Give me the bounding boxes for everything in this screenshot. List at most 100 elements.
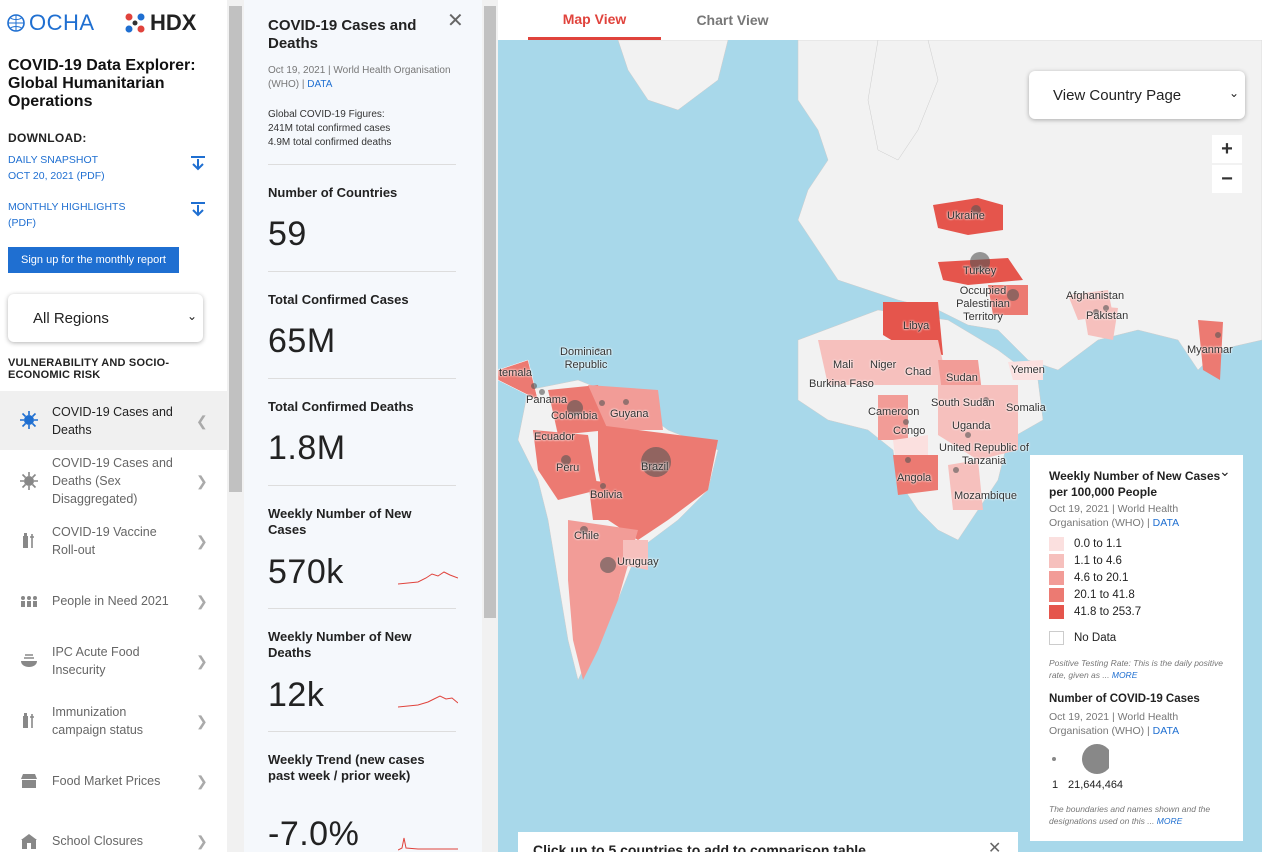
cases-sparkline	[398, 571, 458, 585]
more-link[interactable]: MORE	[1156, 816, 1183, 826]
legend-bin-label: 20.1 to 41.8	[1074, 589, 1135, 601]
market-icon	[18, 770, 40, 792]
legend-bin-label: 41.8 to 253.7	[1074, 606, 1142, 618]
legend-swatch	[1049, 588, 1064, 602]
tab-map-view[interactable]: Map View	[528, 0, 661, 40]
map-label: Niger	[870, 359, 897, 371]
menu-item-label: COVID-19 Cases and Deaths	[52, 404, 173, 437]
data-link[interactable]: DATA	[1152, 517, 1180, 529]
sidebar-scrollbar-thumb[interactable]	[229, 6, 242, 492]
deaths-sparkline	[398, 695, 458, 708]
country-sahel	[818, 340, 948, 385]
close-icon[interactable]: ✕	[988, 840, 1002, 857]
bubble-small-2	[539, 389, 545, 395]
hdx-logo[interactable]: HDX	[124, 10, 196, 36]
map-label: Dominican Republic	[560, 346, 612, 371]
chevron-right-icon: ❯	[196, 713, 208, 729]
bubble-small-4	[623, 399, 629, 405]
bubble-bolivia	[600, 483, 606, 489]
map-label: Uruguay	[617, 556, 659, 568]
zoom-out-button[interactable]: −	[1212, 165, 1242, 193]
map-label: Guyana	[610, 408, 649, 420]
close-icon[interactable]: ✕	[447, 10, 464, 32]
legend-swatch	[1049, 631, 1064, 645]
download-icon[interactable]	[190, 155, 206, 173]
bubble-small-9	[903, 419, 909, 425]
ocha-logo[interactable]: OCHA	[6, 10, 95, 36]
region-select-value: All Regions	[33, 309, 109, 327]
stat-label: Weekly Number of New Deaths	[268, 629, 412, 660]
map-label: Angola	[897, 472, 932, 484]
menu-item-immunization[interactable]: Immunization campaign status ❯	[0, 701, 227, 741]
map-label: Chad	[905, 366, 932, 378]
menu-item-label: Food Market Prices	[52, 774, 161, 788]
country-cameroon	[878, 395, 908, 440]
country-ukraine	[933, 198, 1003, 235]
menu-item-vaccine[interactable]: COVID-19 Vaccine Roll-out ❯	[0, 518, 227, 564]
chevron-down-icon[interactable]: ⌄	[1219, 463, 1231, 479]
legend-swatch	[1049, 554, 1064, 568]
people-icon	[18, 590, 40, 612]
legend-source: Oct 19, 2021 | World Health Organisation…	[1049, 710, 1239, 738]
chevron-right-icon: ❯	[196, 593, 208, 609]
stat-value: 1.8M	[268, 429, 346, 467]
legend-bin: 4.6 to 20.1	[1049, 571, 1128, 585]
view-country-select[interactable]: View Country Page ⌄	[1029, 71, 1245, 119]
menu-item-label: COVID-19 Cases and Deaths (Sex Disaggreg…	[52, 456, 173, 506]
section-heading: VULNERABILITY AND SOCIO-ECONOMIC RISK	[8, 357, 170, 381]
menu-item-ipc[interactable]: IPC Acute Food Insecurity ❯	[0, 641, 227, 681]
cases-legend-title: Number of COVID-19 Cases	[1049, 693, 1200, 705]
map-label: Uganda	[952, 420, 991, 432]
boundaries-note: The boundaries and names shown and the d…	[1049, 803, 1234, 827]
bubble-small-8	[1215, 332, 1221, 338]
boundaries-note-text: The boundaries and names shown and the d…	[1049, 804, 1211, 826]
panel-source: Oct 19, 2021 | World Health Organisation…	[268, 64, 468, 92]
menu-item-cases-deaths-sex[interactable]: COVID-19 Cases and Deaths (Sex Disaggreg…	[0, 452, 227, 510]
data-link[interactable]: DATA	[307, 79, 333, 90]
stat-value: 12k	[268, 676, 325, 714]
un-emblem-icon	[7, 14, 25, 32]
virus-icon	[18, 409, 40, 431]
signup-button[interactable]: Sign up for the monthly report	[8, 247, 179, 273]
view-country-value: View Country Page	[1053, 86, 1182, 104]
more-link[interactable]: MORE	[1111, 670, 1138, 680]
data-link[interactable]: DATA	[1152, 725, 1180, 737]
map-label: Brazil	[641, 461, 669, 473]
map-label: Occupied Palestinian Territory	[956, 285, 1010, 323]
zoom-in-button[interactable]: +	[1212, 135, 1242, 163]
menu-item-cases-deaths[interactable]: COVID-19 Cases and Deaths ❮	[0, 391, 227, 450]
map-label: Libya	[903, 320, 930, 332]
map-label: United Republic of Tanzania	[939, 442, 1029, 467]
panel-scrollbar-thumb[interactable]	[484, 6, 496, 618]
monthly-highlights-link[interactable]: MONTHLY HIGHLIGHTS (PDF)	[8, 199, 125, 231]
legend-source-text: Oct 19, 2021 | World Health Organisation…	[1049, 503, 1179, 529]
country-venezuela-guyana	[588, 385, 663, 430]
region-select[interactable]: All Regions ⌄	[8, 294, 203, 342]
legend-bin: 20.1 to 41.8	[1049, 588, 1135, 602]
divider	[268, 271, 456, 272]
download-icon[interactable]	[190, 201, 206, 219]
stat-label: Number of Countries	[268, 185, 398, 200]
menu-item-people-in-need[interactable]: People in Need 2021 ❯	[0, 590, 227, 612]
chevron-down-icon: ⌄	[186, 309, 197, 323]
stat-value: 65M	[268, 322, 336, 360]
menu-item-food-market[interactable]: Food Market Prices ❯	[0, 770, 227, 792]
menu-item-label: School Closures	[52, 834, 144, 848]
country-argentina-chile	[568, 520, 638, 680]
legend-source-text: Oct 19, 2021 | World Health Organisation…	[1049, 711, 1179, 737]
country-peru	[533, 430, 598, 500]
stat-label: Total Confirmed Deaths	[268, 399, 414, 414]
menu-item-school-closures[interactable]: School Closures ❯	[0, 830, 227, 852]
land-central-america	[498, 359, 539, 401]
daily-snapshot-link[interactable]: DAILY SNAPSHOT OCT 20, 2021 (PDF)	[8, 152, 105, 184]
legend-source: Oct 19, 2021 | World Health Organisation…	[1049, 502, 1239, 530]
app-title: COVID-19 Data Explorer: Global Humanitar…	[8, 57, 196, 110]
menu-item-label: IPC Acute Food Insecurity	[52, 645, 140, 677]
map-label: Mali	[833, 359, 854, 371]
legend-bin: 41.8 to 253.7	[1049, 605, 1141, 619]
map-label: Yemen	[1011, 364, 1045, 376]
stat-value: 570k	[268, 553, 344, 591]
trend-sparkline	[398, 837, 458, 851]
tab-chart-view[interactable]: Chart View	[696, 12, 769, 28]
divider	[268, 164, 456, 165]
